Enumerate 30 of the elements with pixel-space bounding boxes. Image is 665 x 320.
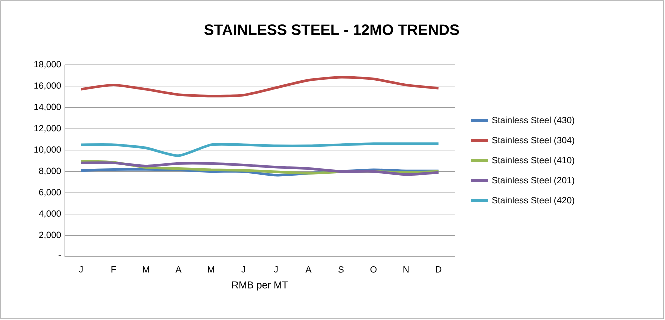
x-tick-label: O: [370, 266, 377, 273]
x-tick-label: M: [143, 266, 150, 273]
x-tick-label: S: [338, 266, 344, 273]
x-tick-label: A: [306, 266, 312, 273]
chart-title: STAINLESS STEEL - 12MO TRENDS: [204, 24, 460, 36]
legend-label: Stainless Steel (304): [492, 136, 574, 146]
x-tick-label: A: [176, 266, 182, 273]
y-tick-label: 14,000: [34, 104, 62, 112]
x-tick-label: N: [404, 266, 409, 273]
legend-label: Stainless Steel (410): [492, 156, 574, 166]
y-tick-label: 18,000: [34, 61, 62, 69]
legend-label: Stainless Steel (420): [492, 197, 574, 206]
y-tick-label: 8,000: [39, 168, 62, 176]
x-tick-label: J: [242, 266, 246, 273]
x-tick-label: D: [436, 266, 442, 273]
y-tick-label: 10,000: [34, 146, 62, 154]
x-tick-label: M: [208, 266, 214, 273]
x-tick-label: J: [274, 266, 278, 273]
y-tick-label: 16,000: [34, 82, 62, 90]
y-tick-label: 2,000: [39, 232, 62, 240]
x-axis-title: RMB per MT: [232, 282, 288, 291]
y-tick-label: 12,000: [34, 125, 62, 133]
legend-label: Stainless Steel (430): [492, 116, 574, 126]
y-tick-label: 6,000: [39, 189, 62, 197]
line-series: [80, 76, 440, 98]
x-tick-label: J: [79, 266, 83, 273]
y-tick-label: 4,000: [39, 210, 62, 218]
x-tick-label: F: [112, 266, 116, 273]
line-series: [80, 142, 440, 158]
legend-label: Stainless Steel (201): [492, 176, 574, 186]
